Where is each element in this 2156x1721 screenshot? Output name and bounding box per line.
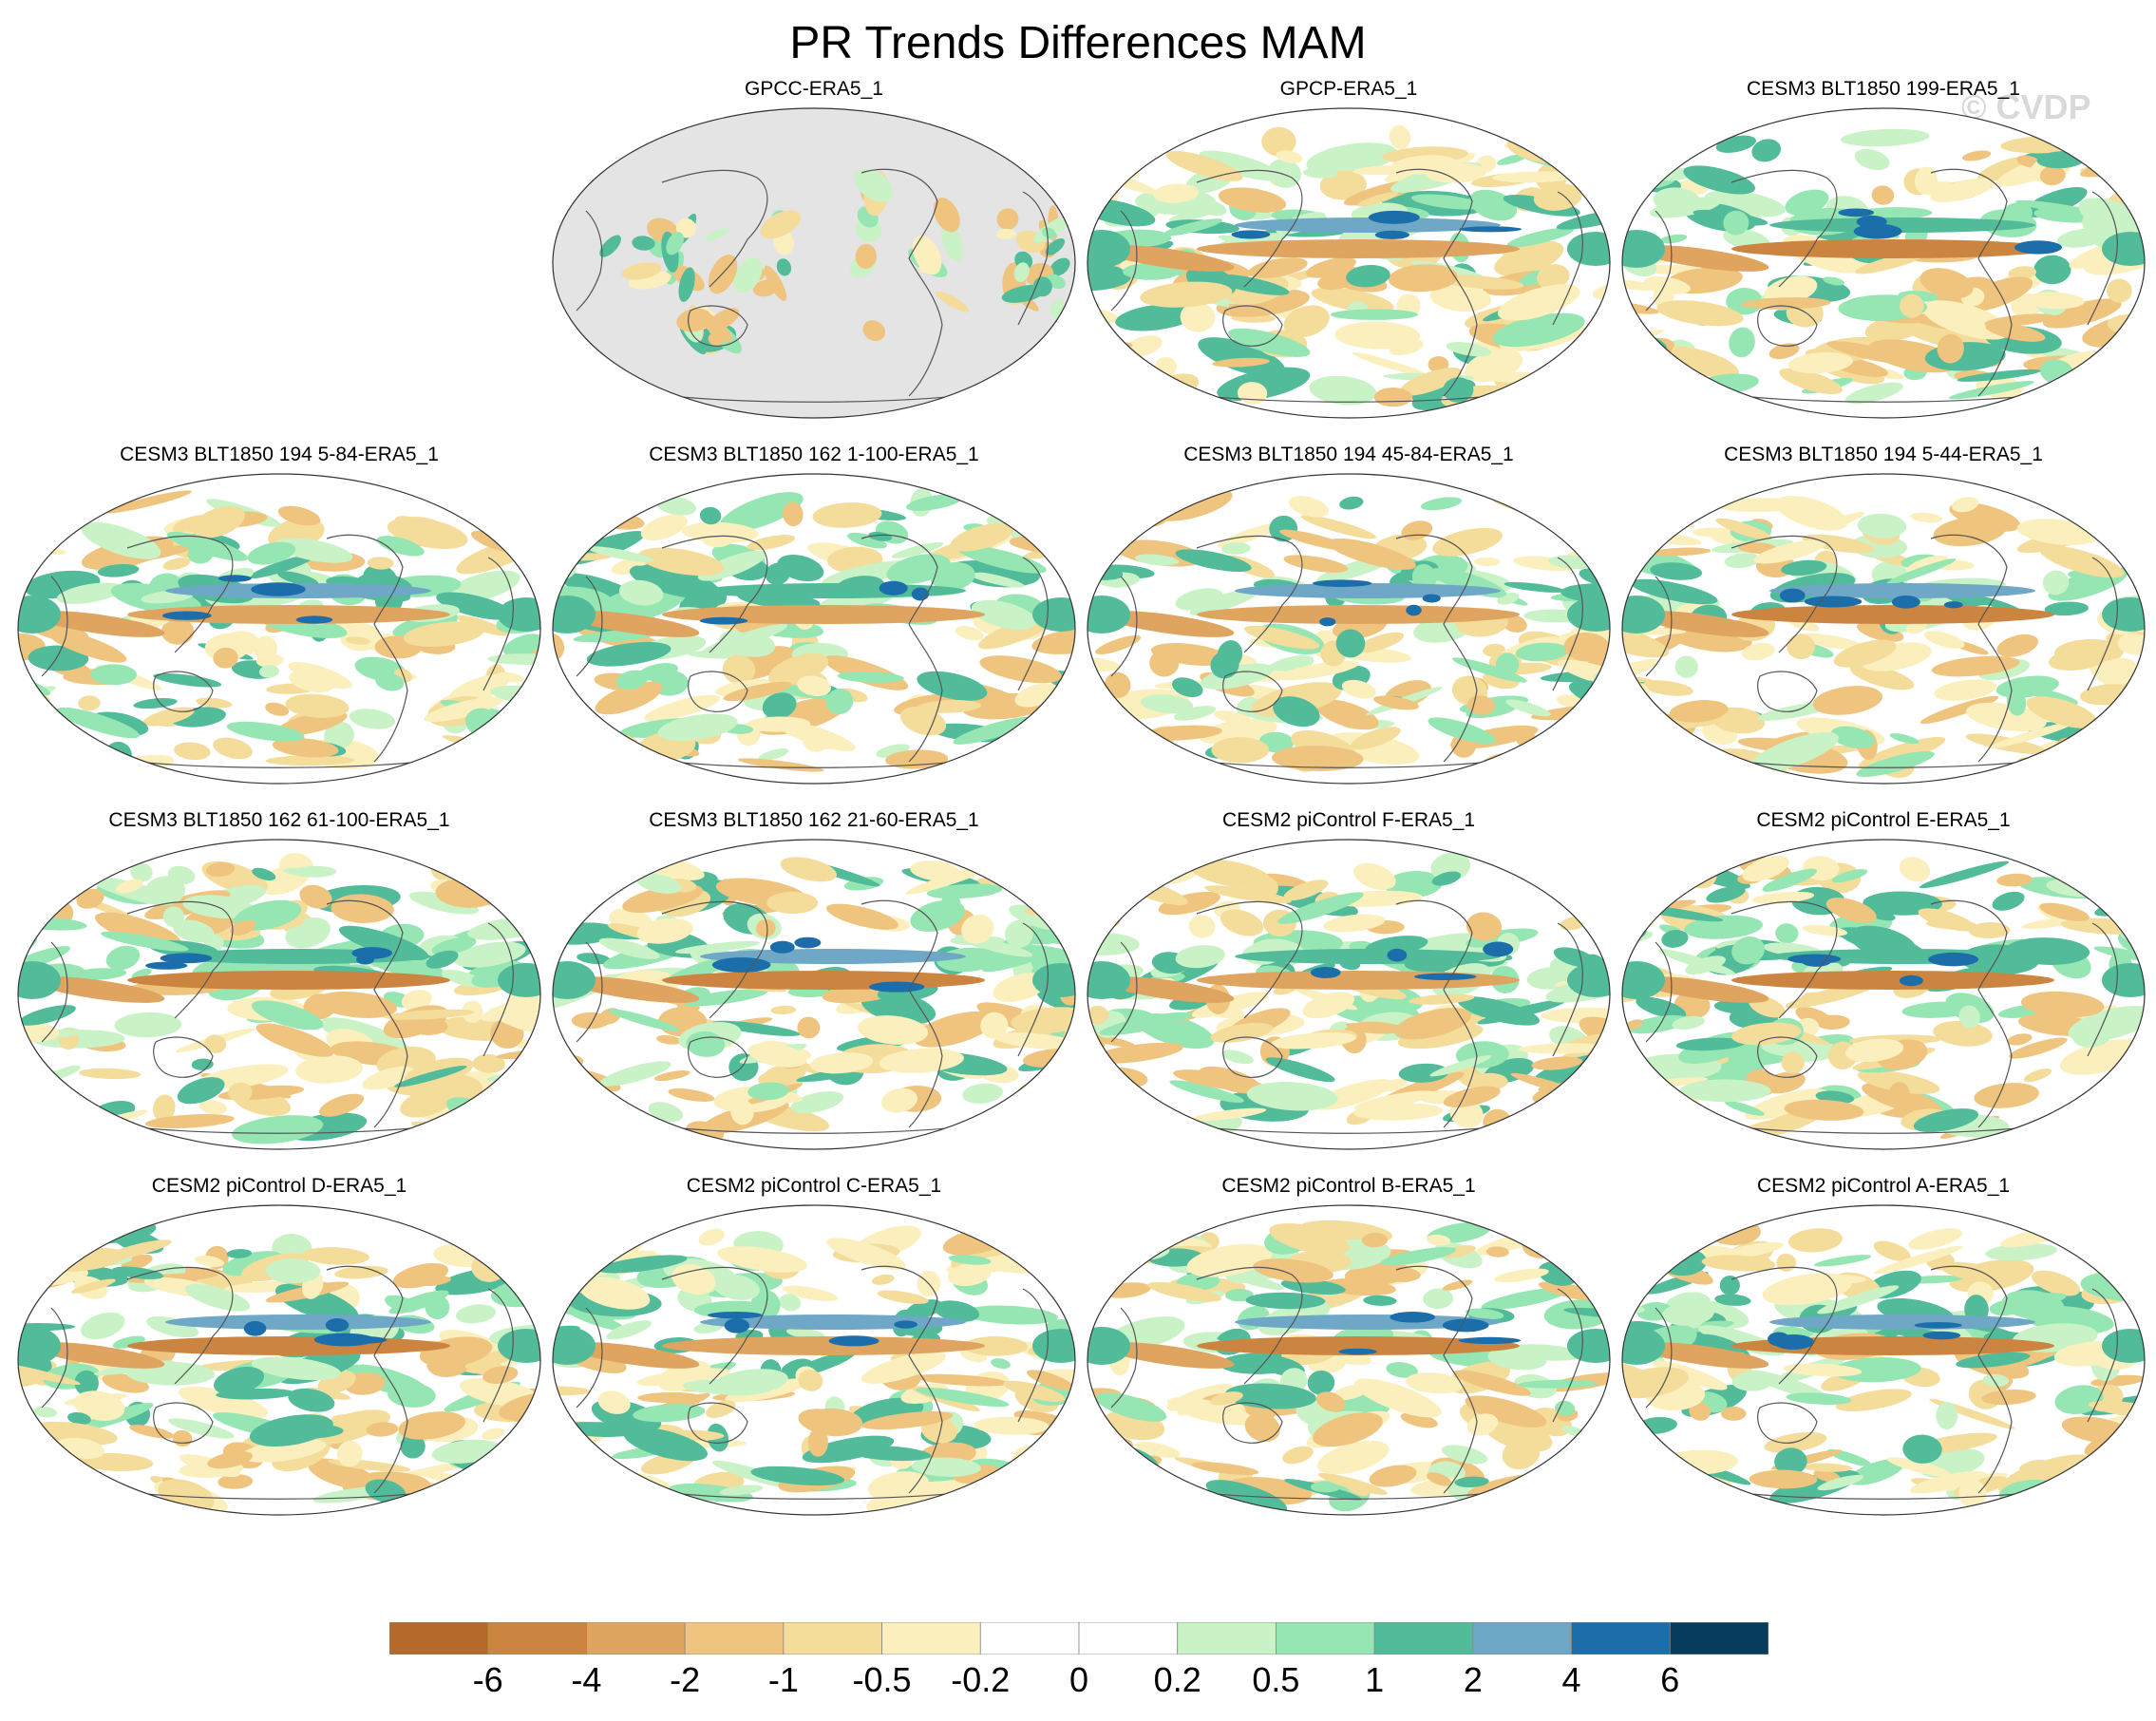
precip-trend-map	[1087, 839, 1611, 1150]
map-outline	[17, 473, 541, 785]
precip-trend-map	[552, 1204, 1076, 1516]
colorbar-tick-label: 0.5	[1252, 1660, 1300, 1699]
map-outline	[1621, 1204, 2146, 1516]
map-outline	[1087, 107, 1611, 419]
map-panel: CESM2 piControl D-ERA5_1	[13, 1175, 545, 1516]
panel-title: CESM2 piControl C-ERA5_1	[686, 1175, 942, 1197]
map-panel: GPCC-ERA5_1	[548, 78, 1080, 419]
map-outline	[552, 107, 1076, 419]
map-outline	[552, 473, 1076, 785]
map-panel: CESM2 piControl E-ERA5_1	[1617, 809, 2149, 1150]
colorbar-swatch	[1472, 1622, 1572, 1655]
map-outline	[17, 839, 541, 1150]
precip-trend-map	[1621, 1204, 2146, 1516]
precip-trend-map	[17, 473, 541, 785]
precip-trend-map	[552, 107, 1076, 419]
map-panel: CESM3 BLT1850 194 5-44-ERA5_1	[1617, 444, 2149, 785]
panel-title: CESM2 piControl E-ERA5_1	[1756, 809, 2011, 831]
colorbar-tick-label: 4	[1561, 1660, 1581, 1699]
map-outline	[1621, 473, 2146, 785]
precip-trend-map	[1621, 839, 2146, 1150]
panel-title: CESM3 BLT1850 199-ERA5_1	[1747, 78, 2020, 100]
panel-title: CESM2 piControl A-ERA5_1	[1756, 1175, 2011, 1197]
colorbar-swatch	[979, 1622, 1080, 1655]
colorbar-swatch	[1078, 1622, 1179, 1655]
panel-title: CESM3 BLT1850 162 1-100-ERA5_1	[649, 444, 979, 465]
map-panel: CESM3 BLT1850 162 1-100-ERA5_1	[548, 444, 1080, 785]
precip-trend-map	[1087, 107, 1611, 419]
colorbar-swatch	[389, 1622, 489, 1655]
map-panel: CESM3 BLT1850 194 5-84-ERA5_1	[13, 444, 545, 785]
chart-title: PR Trends Differences MAM	[789, 18, 1367, 68]
map-outline	[1087, 473, 1611, 785]
precip-trend-map	[17, 1204, 541, 1516]
map-outline	[1087, 1204, 1611, 1516]
precip-trend-map	[552, 473, 1076, 785]
precip-trend-map	[17, 839, 541, 1150]
map-outline	[552, 1204, 1076, 1516]
colorbar-swatch	[783, 1622, 882, 1655]
colorbar-swatch	[881, 1622, 981, 1655]
colorbar-swatch	[1669, 1622, 1768, 1655]
map-outline	[17, 1204, 541, 1516]
map-panel: GPCP-ERA5_1	[1083, 78, 1615, 419]
colorbar-swatch	[487, 1622, 587, 1655]
map-panel: CESM3 BLT1850 194 45-84-ERA5_1	[1083, 444, 1615, 785]
colorbar-tick-label: -4	[571, 1660, 602, 1699]
colorbar-swatch	[1177, 1622, 1277, 1655]
panel-title: CESM3 BLT1850 162 21-60-ERA5_1	[649, 809, 979, 831]
panel-title: CESM3 BLT1850 194 5-84-ERA5_1	[120, 444, 439, 465]
colorbar-tick-label: -0.5	[852, 1660, 912, 1699]
map-panel: CESM2 piControl F-ERA5_1	[1083, 809, 1615, 1150]
colorbar-swatch	[586, 1622, 686, 1655]
panel-title: CESM2 piControl B-ERA5_1	[1221, 1175, 1476, 1197]
precip-trend-map	[1087, 1204, 1611, 1516]
colorbar-tick-label: 2	[1463, 1660, 1483, 1699]
colorbar-swatch	[684, 1622, 785, 1655]
colorbar-tick-label: -1	[767, 1660, 799, 1699]
panel-title: GPCC-ERA5_1	[745, 78, 883, 100]
colorbar-swatch	[1276, 1622, 1375, 1655]
panel-title: CESM3 BLT1850 194 5-44-ERA5_1	[1724, 444, 2043, 465]
map-panel: CESM2 piControl A-ERA5_1	[1617, 1175, 2149, 1516]
colorbar-tick-label: -6	[472, 1660, 503, 1699]
precip-trend-map	[1087, 473, 1611, 785]
precip-trend-map	[1621, 473, 2146, 785]
panel-title: CESM3 BLT1850 162 61-100-ERA5_1	[108, 809, 450, 831]
colorbar-tick-label: -0.2	[951, 1660, 1011, 1699]
map-outline	[1621, 107, 2146, 419]
colorbar-swatch	[1571, 1622, 1671, 1655]
colorbar-tick-label: 1	[1365, 1660, 1385, 1699]
map-panel: CESM2 piControl C-ERA5_1	[548, 1175, 1080, 1516]
panel-title: CESM2 piControl F-ERA5_1	[1221, 809, 1476, 831]
colorbar-swatch	[1373, 1622, 1474, 1655]
colorbar-tick-label: 6	[1660, 1660, 1680, 1699]
panel-title: CESM2 piControl D-ERA5_1	[151, 1175, 407, 1197]
map-panel: CESM3 BLT1850 199-ERA5_1	[1617, 78, 2149, 419]
map-outline	[1621, 839, 2146, 1150]
map-panel: CESM3 BLT1850 162 21-60-ERA5_1	[548, 809, 1080, 1150]
precip-trend-map	[1621, 107, 2146, 419]
colorbar-tick-label: -2	[670, 1660, 701, 1699]
panel-title: GPCP-ERA5_1	[1279, 78, 1418, 100]
map-outline	[552, 839, 1076, 1150]
map-outline	[1087, 839, 1611, 1150]
colorbar	[389, 1622, 1768, 1655]
colorbar-tick-label: 0	[1069, 1660, 1089, 1699]
colorbar-tick-label: 0.2	[1153, 1660, 1201, 1699]
map-panel: CESM2 piControl B-ERA5_1	[1083, 1175, 1615, 1516]
precip-trend-map	[552, 839, 1076, 1150]
panel-title: CESM3 BLT1850 194 45-84-ERA5_1	[1183, 444, 1514, 465]
map-panel: CESM3 BLT1850 162 61-100-ERA5_1	[13, 809, 545, 1150]
